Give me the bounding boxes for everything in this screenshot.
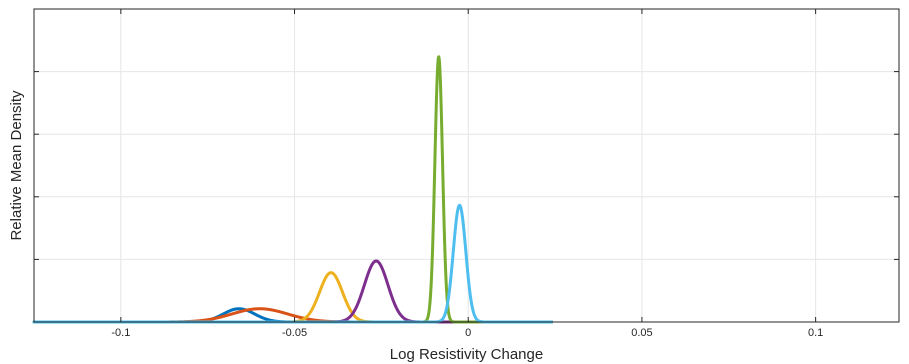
x-tick-label: -0.05 [282, 327, 307, 339]
series-line-5 [32, 55, 554, 324]
ticks: -0.1 -0.05 0 0.05 0.1 [34, 9, 899, 339]
x-tick-label: -0.1 [111, 327, 130, 339]
x-tick-label: 0.1 [808, 327, 823, 339]
series-group [32, 55, 554, 324]
x-tick-label: 0.05 [631, 327, 652, 339]
series-line-6 [32, 203, 554, 324]
x-axis-label: Log Resistivity Change [390, 346, 543, 363]
y-axis-label: Relative Mean Density [8, 90, 25, 241]
plot-frame [33, 8, 900, 323]
x-tick-label: 0 [465, 327, 471, 339]
